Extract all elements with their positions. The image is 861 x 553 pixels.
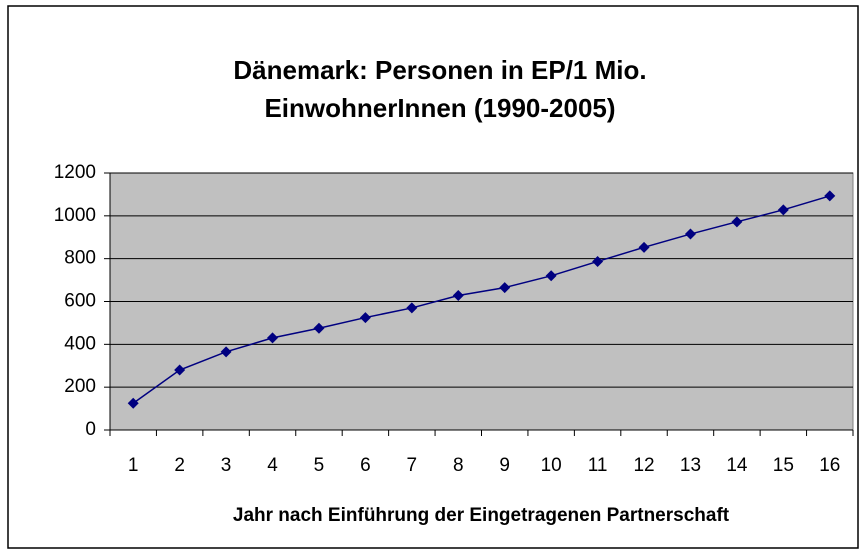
marker (499, 282, 511, 294)
marker (406, 302, 418, 314)
x-axis-title: Jahr nach Einführung der Eingetragenen P… (233, 505, 730, 526)
chart-title: Dänemark: Personen in EP/1 Mio. (233, 55, 646, 85)
marker (824, 190, 836, 202)
x-tick-label: 13 (680, 455, 701, 476)
marker (592, 255, 604, 267)
marker (220, 346, 232, 358)
marker (638, 241, 650, 253)
y-tick-label: 400 (64, 333, 96, 354)
y-tick-label: 800 (64, 248, 96, 269)
marker (731, 216, 743, 228)
x-tick-label: 11 (588, 455, 608, 476)
x-tick-label: 3 (221, 455, 232, 476)
chart-title: EinwohnerInnen (1990-2005) (264, 93, 615, 123)
marker (267, 332, 279, 344)
x-tick-label: 10 (541, 455, 562, 476)
x-tick-label: 4 (267, 455, 278, 476)
marker (174, 364, 186, 376)
y-tick-label: 600 (64, 291, 96, 312)
x-tick-label: 16 (819, 455, 840, 476)
x-tick-label: 5 (314, 455, 325, 476)
x-tick-label: 7 (407, 455, 418, 476)
marker (452, 290, 464, 302)
y-tick-label: 0 (85, 419, 96, 440)
y-tick-label: 200 (64, 376, 96, 397)
x-tick-label: 9 (499, 455, 510, 476)
x-tick-label: 1 (128, 455, 139, 476)
marker (359, 312, 371, 324)
x-tick-label: 2 (174, 455, 185, 476)
x-tick-label: 14 (726, 455, 748, 476)
marker (777, 204, 789, 216)
x-tick-label: 15 (773, 455, 794, 476)
marker (313, 322, 325, 334)
x-tick-label: 8 (453, 455, 464, 476)
y-tick-label: 1200 (54, 162, 96, 183)
x-tick-label: 12 (633, 455, 654, 476)
marker (684, 228, 696, 240)
x-tick-label: 6 (360, 455, 371, 476)
line (132, 195, 830, 404)
marker (545, 270, 557, 282)
marker (127, 397, 139, 409)
y-tick-label: 1000 (54, 205, 96, 226)
